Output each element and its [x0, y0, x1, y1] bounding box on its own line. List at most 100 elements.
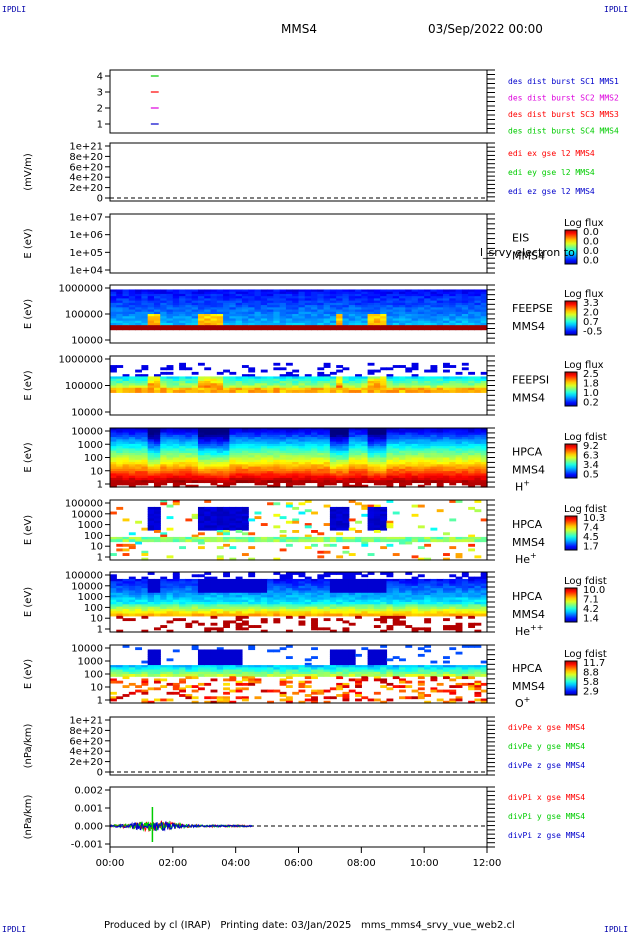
panel-feepsi-cell	[329, 371, 337, 375]
panel-hpca_h-cell	[361, 457, 369, 461]
panel-hpca_h-cell	[317, 428, 325, 431]
panel-hpca_h-cell	[147, 475, 155, 479]
panel-feepse-cell	[417, 320, 425, 324]
panel-hpca_h-cell	[110, 473, 117, 477]
panel-hpca_he2-cell	[399, 599, 406, 603]
panel-hpca_h-cell	[210, 428, 218, 431]
panel-feepse-cell	[191, 300, 199, 304]
panel-hpca_h-cell	[135, 459, 143, 463]
panel-feepse-cell	[342, 305, 350, 308]
panel-feepse-cell	[241, 302, 249, 306]
panel-hpca_h-cell	[292, 448, 300, 452]
panel-hpca_he2-cell	[141, 615, 149, 619]
panel-hpca_he1-cell	[336, 532, 344, 536]
panel-hpca_h-cell	[304, 434, 312, 438]
panel-feepse-cell	[191, 298, 199, 302]
panel-hpca_he2-cell	[229, 590, 237, 594]
panel-feepse-cell	[153, 289, 161, 293]
panel-hpca_h-cell	[417, 455, 425, 459]
panel-feepse-cell	[292, 291, 300, 295]
panel-hpca_h-cell	[229, 462, 237, 465]
panel-feepse-cell	[267, 305, 274, 308]
panel-hpca_he2-cell	[292, 611, 300, 615]
panel-hpca_h-cell	[424, 443, 432, 447]
panel-hpca_h-cell	[160, 441, 168, 445]
panel-feepse-cell	[399, 305, 406, 308]
panel-hpca_he2-cell	[317, 583, 325, 587]
panel-hpca_h-cell	[455, 448, 463, 452]
panel-hpca_h-cell	[348, 468, 356, 472]
panel-hpca_h-cell	[323, 450, 331, 454]
panel-hpca_h-cell	[122, 441, 130, 445]
panel-hpca_h-cell	[135, 432, 143, 436]
panel-hpca_h-cell	[311, 473, 318, 477]
panel-feepse-cell	[110, 320, 117, 324]
panel-feepse-cell	[355, 293, 362, 297]
panel-hpca_h-cell	[443, 473, 450, 477]
panel-hpca_h-cell	[424, 437, 432, 440]
panel-feepse-cell	[468, 322, 476, 326]
panel-hpca_h-cell	[172, 446, 180, 450]
panel-hpca_he2-cell	[128, 613, 136, 617]
panel-feepse-cell	[480, 311, 488, 315]
panel-feepse-cell	[367, 327, 375, 331]
panel-hpca_he1-cell	[204, 506, 212, 510]
panel-hpca_he2-cell	[380, 611, 388, 615]
panel-feepse-cell	[361, 320, 369, 324]
panel-hpca_he1-cell	[449, 536, 457, 540]
panel-hpca_h-cell	[116, 448, 124, 452]
panel-hpca_he2-cell	[260, 590, 268, 594]
panel-hpca_h-cell	[197, 443, 205, 447]
panel-hpca_he2-colorbar-tick: 4.2	[583, 604, 599, 615]
panel-hpca_he2-cell	[153, 595, 161, 598]
panel-hpca_h-cell	[122, 468, 130, 472]
panel-hpca_he2-cell	[311, 597, 318, 601]
panel-feepse-cell	[223, 309, 230, 313]
panel-feepse-cell	[267, 291, 274, 295]
panel-hpca_he2-cell	[141, 606, 149, 610]
panel-hpca_he2-cell	[480, 608, 488, 612]
panel-feepse-cell	[342, 307, 350, 311]
panel-feepse-cell	[411, 314, 419, 317]
panel-hpca_h-cell	[185, 441, 193, 445]
panel-feepsi-cell	[166, 367, 174, 371]
panel-hpca_h-cell	[122, 437, 130, 440]
panel-feepsi-cell	[267, 385, 274, 389]
panel-feepsi-colorbar	[564, 371, 578, 407]
panel-feepse-cell	[417, 305, 425, 308]
panel-hpca_he2-cell	[216, 588, 224, 592]
panel-feepse-spacecraft: MMS4	[512, 320, 545, 333]
panel-feepse-cell	[329, 307, 337, 311]
panel-feepse-cell	[116, 293, 124, 297]
panel-feepse-cell	[367, 298, 375, 302]
panel-hpca_h-cell	[128, 437, 136, 440]
panel-hpca_h-cell	[197, 466, 205, 470]
panel-hpca_he2-cell	[399, 602, 406, 605]
panel-hpca_he2-cell	[417, 608, 425, 612]
panel-hpca_h-cell	[380, 473, 388, 477]
panel-hpca_he1-cell	[323, 539, 331, 543]
panel-hpca_he2-cell	[147, 581, 155, 585]
panel-hpca_he2-cell	[197, 588, 205, 592]
panel-hpca_he2-cell	[417, 604, 425, 608]
panel-feepse-cell	[273, 314, 281, 317]
panel-hpca_h-cell	[424, 473, 432, 477]
panel-hpca_he2-cell	[468, 590, 476, 594]
panel-hpca_h-cell	[204, 450, 212, 454]
panel-hpca_h-cell	[424, 482, 432, 486]
panel-feepsi-cell	[417, 390, 425, 393]
panel-hpca_he2-cell	[235, 576, 243, 580]
panel-hpca_he2-cell	[348, 592, 356, 596]
panel-hpca_he2-cell	[386, 592, 394, 596]
panel-feepse-cell	[399, 307, 406, 311]
panel-hpca_he2-cell	[191, 606, 199, 610]
panel-hpca_he2-cell	[267, 608, 274, 612]
panel-feepsi-cell	[424, 378, 432, 382]
panel-hpca_he1-cell	[386, 536, 394, 540]
panel-eis-instrument: EIS	[512, 232, 529, 245]
panel-hpca_he2-cell	[197, 604, 205, 608]
panel-hpca_he2-cell	[474, 613, 482, 617]
panel-feepse-cell	[285, 309, 293, 313]
panel-hpca_o-cell	[147, 687, 155, 691]
panel-feepsi-cell	[128, 390, 136, 393]
